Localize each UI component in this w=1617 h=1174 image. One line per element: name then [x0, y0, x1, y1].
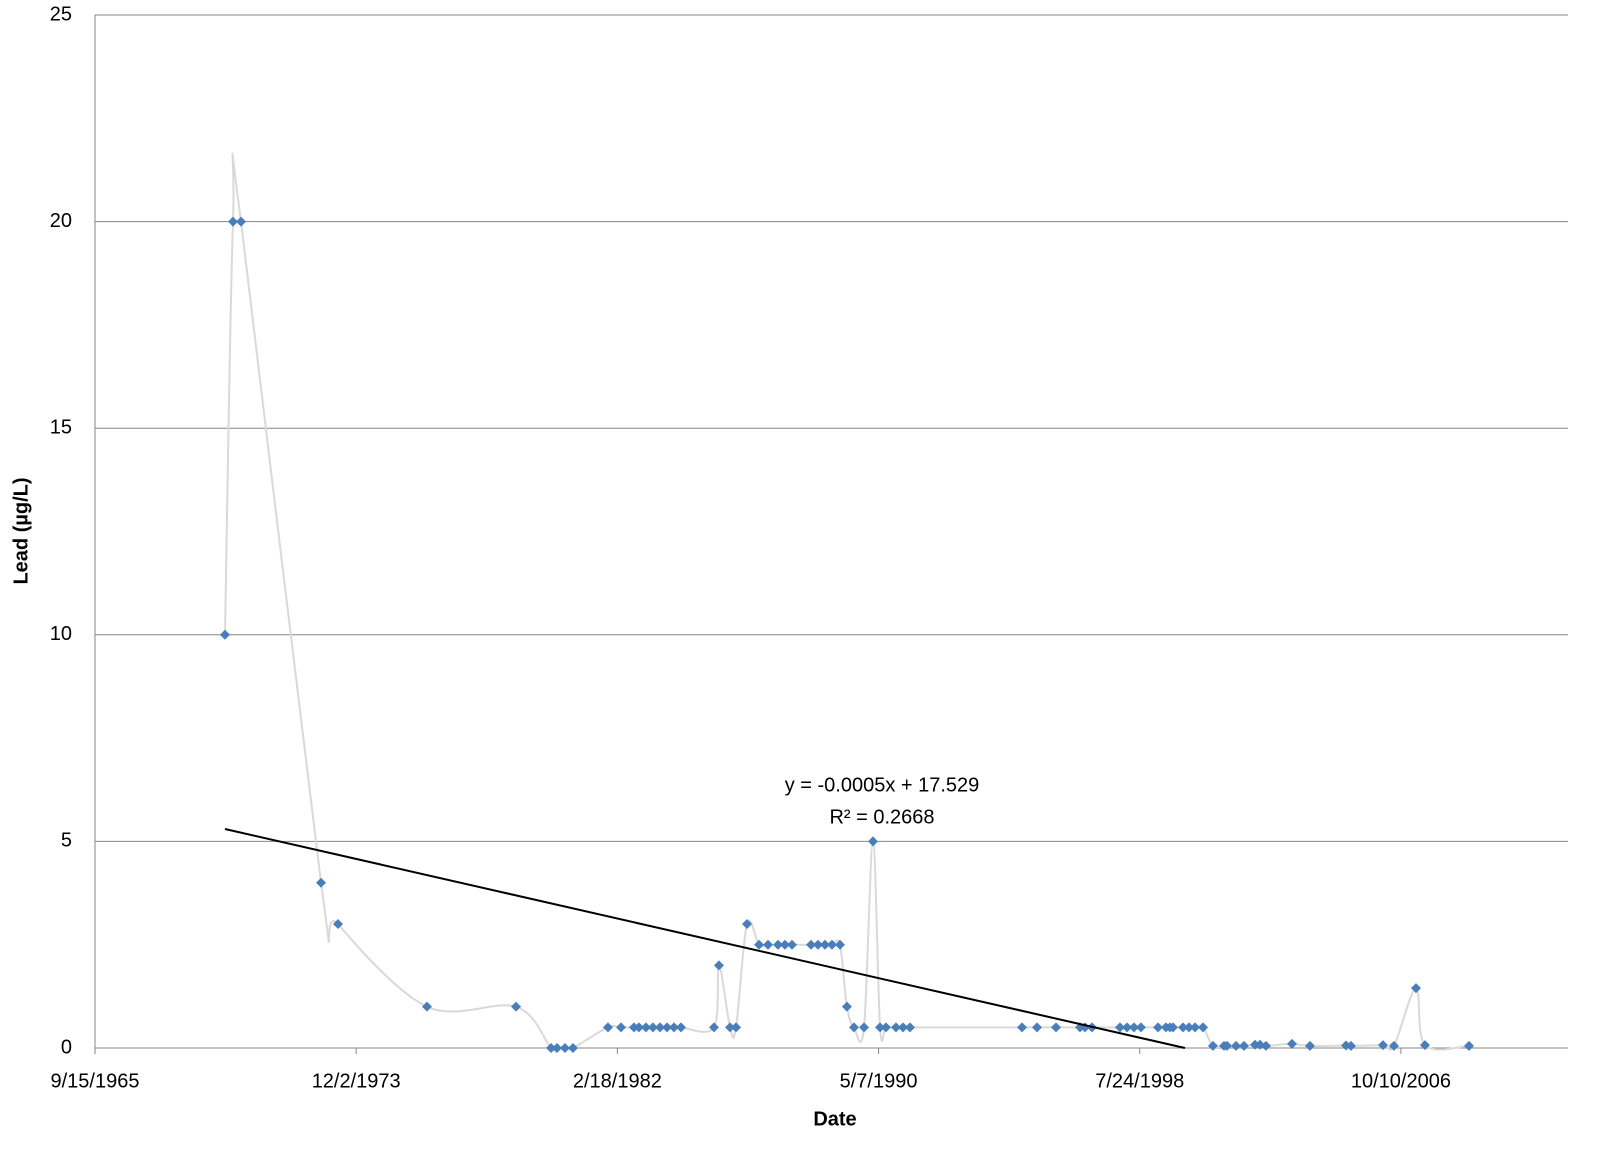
marker	[812, 939, 823, 950]
marker	[559, 1043, 570, 1053]
marker	[725, 1022, 736, 1033]
marker	[421, 1001, 432, 1012]
marker	[1287, 1038, 1298, 1049]
y-tick-label: 5	[61, 830, 72, 852]
marker	[1168, 1022, 1179, 1033]
marker	[1388, 1040, 1399, 1051]
y-tick-label: 15	[50, 416, 72, 438]
marker	[1410, 983, 1421, 994]
marker	[1017, 1022, 1028, 1033]
x-tick-label: 2/18/1982	[573, 1070, 662, 1092]
marker	[841, 1001, 852, 1012]
marker	[1190, 1022, 1201, 1033]
marker	[1153, 1022, 1164, 1033]
marker	[880, 1022, 891, 1033]
marker	[676, 1022, 687, 1033]
marker	[1345, 1040, 1356, 1051]
marker	[236, 216, 247, 227]
marker	[1260, 1040, 1271, 1051]
y-tick-label: 10	[50, 623, 72, 645]
marker	[787, 939, 798, 950]
x-axis-title: Date	[813, 1108, 856, 1130]
marker	[633, 1022, 644, 1033]
y-axis-title: Lead (µg/L)	[10, 477, 32, 584]
marker	[1128, 1022, 1139, 1033]
marker	[552, 1043, 563, 1053]
marker	[332, 919, 343, 930]
marker	[1032, 1022, 1043, 1033]
marker	[661, 1022, 672, 1033]
marker	[859, 1022, 870, 1033]
marker	[1419, 1040, 1430, 1051]
marker	[867, 836, 878, 847]
marker	[641, 1022, 652, 1033]
marker	[849, 1022, 860, 1033]
marker	[602, 1022, 613, 1033]
marker	[1184, 1022, 1195, 1033]
y-tick-label: 0	[61, 1036, 72, 1058]
marker	[742, 919, 753, 930]
marker	[219, 629, 230, 640]
marker	[1198, 1022, 1209, 1033]
y-tick-label: 20	[50, 210, 72, 232]
trend-equation: y = -0.0005x + 17.529	[785, 774, 980, 796]
marker	[1464, 1040, 1475, 1051]
x-tick-label: 9/15/1965	[51, 1070, 140, 1092]
marker	[731, 1022, 742, 1033]
marker	[668, 1022, 679, 1033]
marker	[1304, 1040, 1315, 1051]
marker	[898, 1022, 909, 1033]
marker	[1079, 1022, 1090, 1033]
marker	[616, 1022, 627, 1033]
marker	[1221, 1040, 1232, 1051]
marker	[647, 1022, 658, 1033]
marker	[1231, 1040, 1242, 1051]
marker	[820, 939, 831, 950]
marker	[511, 1001, 522, 1012]
marker	[826, 939, 837, 950]
x-tick-label: 12/2/1973	[312, 1070, 401, 1092]
marker	[1238, 1040, 1249, 1051]
marker	[1050, 1022, 1061, 1033]
trend-r-squared: R² = 0.2668	[829, 806, 934, 828]
marker	[567, 1043, 578, 1053]
marker	[1377, 1040, 1388, 1051]
marker	[316, 877, 327, 888]
marker	[834, 939, 845, 950]
marker	[754, 939, 765, 950]
marker	[1122, 1022, 1133, 1033]
marker	[805, 939, 816, 950]
marker	[875, 1022, 886, 1033]
marker	[713, 960, 724, 971]
marker	[762, 939, 773, 950]
marker	[1178, 1022, 1189, 1033]
marker	[890, 1022, 901, 1033]
marker	[773, 939, 784, 950]
x-tick-label: 5/7/1990	[840, 1070, 918, 1092]
marker	[709, 1022, 720, 1033]
marker	[1135, 1022, 1146, 1033]
x-tick-label: 7/24/1998	[1095, 1070, 1184, 1092]
series-line	[223, 152, 1470, 1053]
marker	[546, 1043, 557, 1053]
trendline	[224, 828, 1186, 1049]
marker	[227, 216, 238, 227]
x-tick-label: 10/10/2006	[1351, 1070, 1451, 1092]
y-tick-label: 25	[50, 3, 72, 25]
marker	[779, 939, 790, 950]
marker	[1207, 1040, 1218, 1051]
marker	[655, 1022, 666, 1033]
marker	[1114, 1022, 1125, 1033]
marker	[904, 1022, 915, 1033]
